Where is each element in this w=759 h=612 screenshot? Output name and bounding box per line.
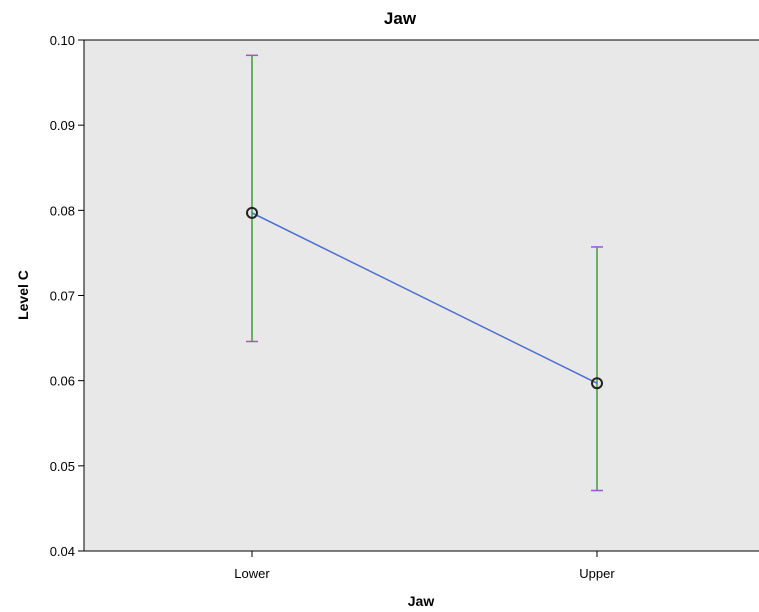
y-tick-label: 0.05 <box>50 459 75 474</box>
y-tick-label: 0.10 <box>50 33 75 48</box>
data-point <box>591 377 603 390</box>
x-ticks: Lower Upper <box>234 551 615 581</box>
series-line <box>251 212 598 384</box>
chart-title: Jaw <box>384 9 417 28</box>
y-tick-label: 0.06 <box>50 374 75 389</box>
y-tick-label: 0.08 <box>50 203 75 218</box>
x-tick-label: Upper <box>579 566 615 581</box>
data-point <box>246 206 258 219</box>
y-ticks: 0.04 0.05 0.06 0.07 0.08 0.09 0.10 <box>50 33 84 559</box>
y-tick-label: 0.09 <box>50 118 75 133</box>
series-layer <box>246 54 603 492</box>
y-tick-label: 0.04 <box>50 544 75 559</box>
x-tick-label: Lower <box>234 566 270 581</box>
y-tick-label: 0.07 <box>50 289 75 304</box>
plot-area <box>84 40 759 551</box>
x-axis-label: Jaw <box>408 593 435 609</box>
y-axis-label: Level C <box>15 270 31 320</box>
